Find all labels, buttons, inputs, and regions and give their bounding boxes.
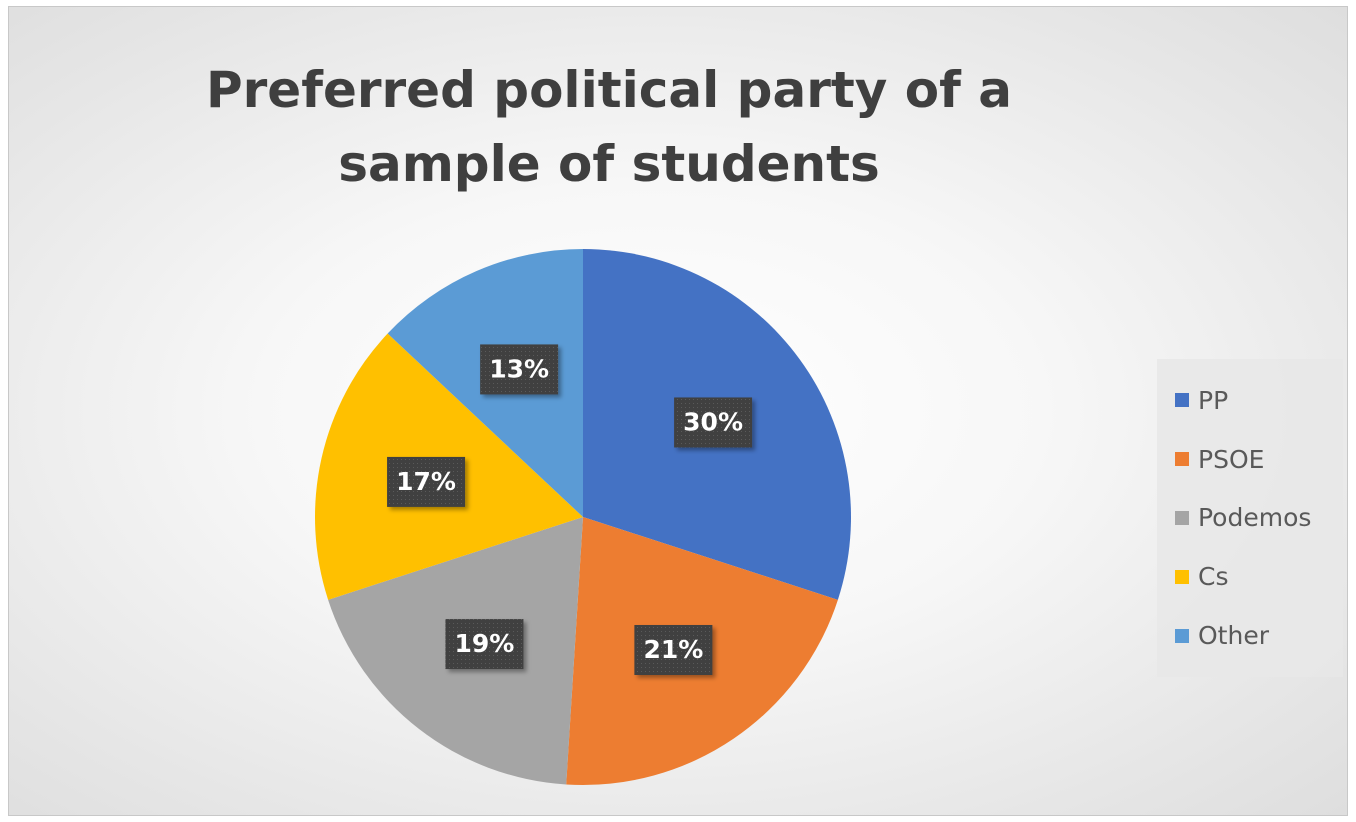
legend-label: PP	[1198, 385, 1229, 415]
legend-item-other: Other	[1175, 621, 1343, 650]
data-label-text: 21%	[643, 635, 703, 664]
data-label-box	[387, 456, 466, 507]
pie-slices	[315, 249, 851, 786]
data-label-text: 19%	[455, 629, 515, 658]
legend-item-cs: Cs	[1175, 562, 1343, 591]
data-label-podemos: 19%	[445, 619, 524, 670]
data-label-cs: 17%	[387, 456, 466, 507]
legend-item-pp: PP	[1175, 386, 1343, 415]
data-label-psoe: 21%	[634, 624, 713, 675]
legend-swatch	[1175, 452, 1189, 467]
legend-swatch	[1175, 393, 1189, 408]
legend-item-psoe: PSOE	[1175, 445, 1343, 474]
chart-area: Preferred political party of a sample of…	[8, 6, 1348, 816]
legend-swatch	[1175, 628, 1189, 643]
pie-chart: 30% 21% 19% 17% 13%	[315, 249, 851, 786]
legend-label: Other	[1198, 621, 1269, 651]
data-label-text: 17%	[396, 467, 456, 496]
legend-item-podemos: Podemos	[1175, 503, 1343, 532]
legend-label: Podemos	[1198, 503, 1312, 533]
data-label-text: 13%	[489, 354, 549, 383]
chart-title: Preferred political party of a sample of…	[205, 61, 1013, 193]
data-label-box	[634, 624, 713, 675]
legend-label: PSOE	[1198, 444, 1265, 474]
data-label-other: 13%	[480, 344, 559, 395]
data-label-box	[674, 397, 753, 448]
data-label-box	[480, 344, 559, 395]
legend-label: Cs	[1198, 562, 1229, 592]
data-label-text: 30%	[683, 407, 743, 436]
data-label-box	[445, 619, 524, 670]
legend: PP PSOE Podemos Cs Other	[1157, 359, 1343, 677]
legend-swatch	[1175, 510, 1189, 525]
legend-swatch	[1175, 569, 1189, 584]
data-label-pp: 30%	[674, 397, 753, 448]
pie-data-labels: 30% 21% 19% 17% 13%	[387, 344, 753, 675]
